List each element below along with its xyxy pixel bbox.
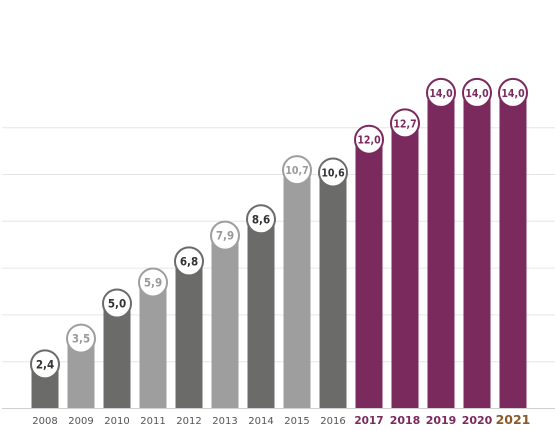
value-bubble-2019 — [426, 77, 456, 108]
bars: 2,4 3,5 5,0 5,9 6,8 7,9 8,6 10,7 10,6 12,0 12,7 14,… — [30, 77, 528, 409]
bar-2017 — [355, 127, 383, 408]
bar-2019 — [427, 80, 455, 409]
data-label-2017: 12,0 — [357, 135, 381, 147]
data-label-2015: 10,7 — [285, 165, 308, 177]
data-label-2018: 12,7 — [393, 118, 416, 130]
x-tick-2010: 2010 — [104, 416, 129, 427]
data-label-2011: 5,9 — [144, 275, 162, 289]
x-axis-ticks: 2008 2009 2010 2011 2012 2013 2014 2015 2016 2017… — [32, 412, 530, 427]
value-bubble-2021 — [498, 77, 528, 108]
x-tick-2008: 2008 — [32, 416, 57, 427]
data-label-2021: 14,0 — [501, 88, 525, 100]
value-bubble-2020 — [462, 77, 492, 108]
bar-2011 — [139, 269, 167, 408]
bar-2018 — [391, 110, 419, 408]
data-label-2013: 7,9 — [216, 229, 234, 243]
bar-2016 — [319, 159, 347, 408]
value-bubble-2011 — [138, 267, 168, 298]
value-bubble-2013 — [210, 220, 240, 251]
bar-2012 — [175, 248, 203, 408]
x-tick-2017: 2017 — [354, 415, 383, 427]
value-bubble-2012 — [174, 246, 204, 277]
x-tick-2014: 2014 — [248, 416, 273, 427]
data-label-2010: 5,0 — [108, 297, 126, 311]
x-tick-2011: 2011 — [140, 416, 165, 427]
bar-2014 — [247, 206, 275, 408]
value-bubble-2014 — [246, 204, 276, 235]
value-bubble-2015 — [282, 155, 312, 186]
bar-2013 — [211, 223, 239, 408]
x-tick-2020: 2020 — [462, 414, 493, 427]
x-tick-2019: 2019 — [426, 414, 457, 427]
x-tick-2012: 2012 — [176, 416, 201, 427]
bar-2021 — [499, 80, 527, 409]
data-label-2008: 2,4 — [36, 357, 54, 371]
data-label-2012: 6,8 — [180, 254, 198, 268]
data-label-2016: 10,6 — [321, 167, 345, 179]
data-label-2020: 14,0 — [465, 88, 489, 100]
data-label-2014: 8,6 — [252, 212, 270, 226]
x-tick-2013: 2013 — [212, 416, 237, 427]
x-tick-2021: 2021 — [496, 412, 531, 427]
value-bubble-2018 — [390, 108, 420, 139]
value-bubble-2009 — [66, 323, 96, 354]
bar-2015 — [283, 157, 311, 408]
bar-2010 — [103, 291, 131, 408]
value-bubble-2008 — [30, 349, 60, 380]
bar-2020 — [463, 80, 491, 409]
value-bubble-2017 — [354, 124, 384, 155]
value-bubble-2010 — [102, 288, 132, 319]
data-label-2009: 3,5 — [72, 332, 90, 346]
x-tick-2009: 2009 — [68, 416, 93, 427]
grid-lines — [2, 127, 555, 409]
x-tick-2015: 2015 — [284, 416, 309, 427]
data-label-2019: 14,0 — [429, 88, 453, 100]
x-tick-2018: 2018 — [390, 414, 421, 427]
x-tick-2016: 2016 — [320, 416, 345, 427]
value-bubble-2016 — [318, 157, 348, 188]
